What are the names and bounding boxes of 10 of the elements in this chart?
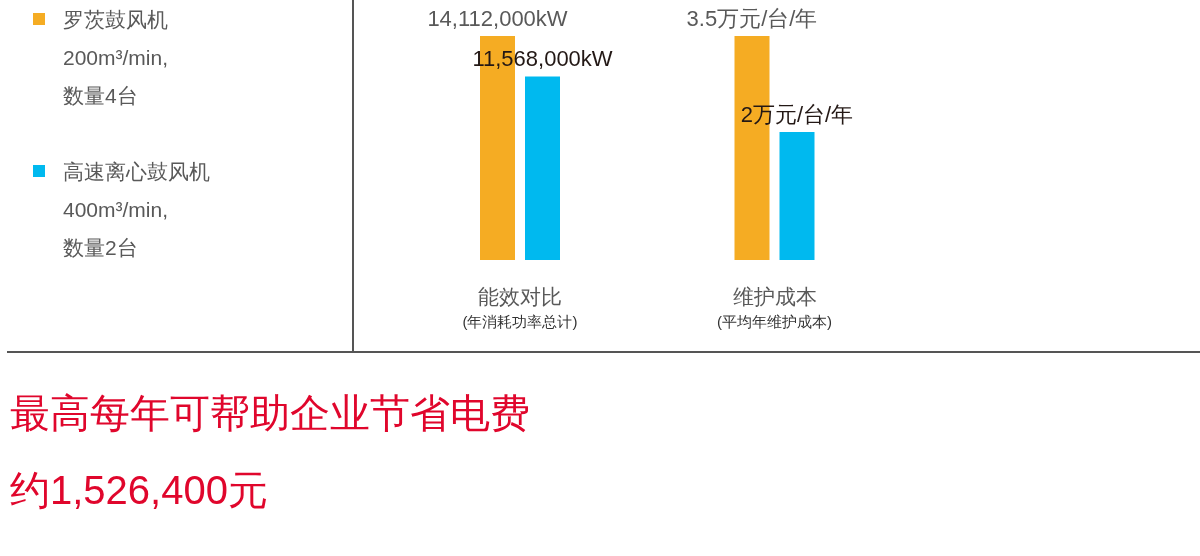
data-label: 3.5万元/台/年 [686, 5, 818, 31]
x-tick-label: 能效对比 [478, 285, 562, 308]
text: 约1,526,400元 [10, 467, 268, 513]
legend-label: 高速离心鼓风机 400m³/min, 数量2台 [63, 159, 210, 259]
text: 最高每年可帮助企业节省电费 [10, 390, 530, 436]
legend-label: 罗茨鼓风机 200m³/min, 数量4台 [63, 7, 169, 107]
x-axis-title: (平均年维护成本) [717, 313, 832, 330]
data-label: 14,112,000kW [427, 5, 568, 31]
x-tick-label: 维护成本 [732, 285, 817, 308]
x-axis-title: (年消耗功率总计) [462, 313, 578, 330]
